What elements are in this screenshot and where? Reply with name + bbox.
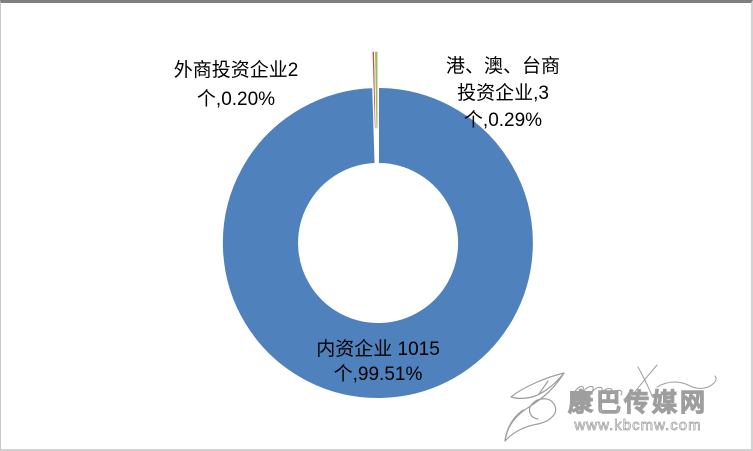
donut-slice-0 (220, 85, 535, 400)
donut-slice-1 (372, 51, 376, 129)
watermark-site-url: www.kbcmw.com (573, 417, 701, 434)
watermark: 康巴传媒网 www.kbcmw.com (504, 364, 717, 442)
watermark-site-name: 康巴传媒网 (568, 388, 708, 417)
donut-chart (220, 51, 535, 400)
watermark-logo-icon (504, 364, 717, 442)
donut-slice-2 (374, 51, 378, 129)
